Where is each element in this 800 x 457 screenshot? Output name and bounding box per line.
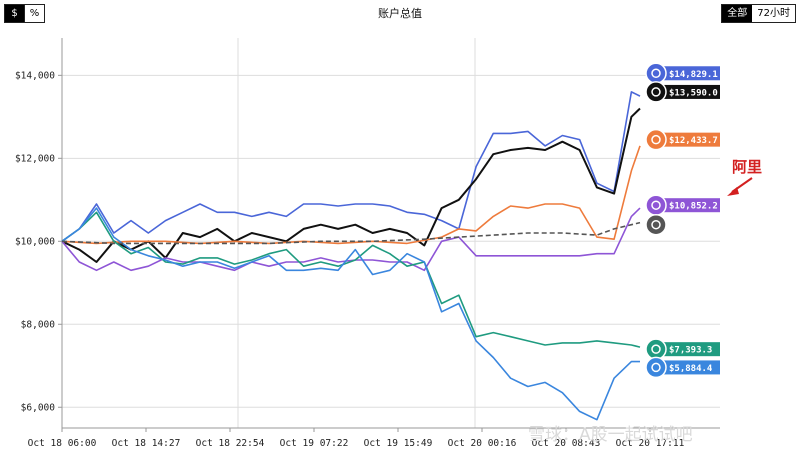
end-labels: $14,829.1 $13,590.0 $12,433.7 $10,852.2 $7,3… [645,62,720,379]
end-label-teal: $7,393.3 [669,346,712,356]
annotation-arrow-head [727,187,739,196]
end-label-black: $13,590.0 [669,88,718,98]
y-tick-label: $10,000 [15,236,55,247]
avatar-icon-btc [645,213,667,236]
x-tick-label: Oct 18 14:27 [112,438,181,449]
series-line-black [61,107,641,263]
series-line-btc [61,221,641,245]
x-tick-label: Oct 18 06:00 [28,438,97,449]
x-tick-label: Oct 20 00:16 [448,438,517,449]
avatar-glyph-btc [651,219,661,230]
x-tick-label: Oct 20 08:43 [532,438,601,449]
y-axis: $6,000 $8,000 $10,000 $12,000 $14,000 [15,38,63,428]
percent-toggle-button[interactable]: % [24,5,44,22]
unit-toggle[interactable]: $ % [4,4,45,23]
avatar-icon-black [645,81,667,103]
avatar-icon-skyblue [645,356,667,379]
y-tick-label: $14,000 [15,70,55,81]
end-label-skyblue: $5,884.4 [669,364,713,374]
avatar-icon-teal [645,338,667,360]
avatar-icon-blue [645,62,667,85]
end-label-purple: $10,852.2 [669,202,718,212]
series-line-orange [61,145,641,245]
avatar-glyph-black [651,87,661,97]
chart-title: 账户总值 [378,7,422,20]
end-label-orange: $12,433.7 [669,136,718,146]
avatar-glyph-purple [651,200,661,210]
y-tick-label: $12,000 [15,153,55,164]
avatar-icon-purple [645,194,667,216]
x-tick-label: Oct 18 22:54 [196,438,265,449]
grid-layer [62,38,720,428]
dollar-toggle-button[interactable]: $ [5,5,24,22]
end-label-bg-blue [656,66,720,81]
series-lines [61,91,641,421]
annotation-layer: 阿里 [727,158,762,196]
end-label-bg-purple [656,198,720,213]
range-72h-button[interactable]: 72小时 [752,5,795,22]
y-tick-label: $6,000 [21,402,56,413]
avatar-glyph-skyblue [651,362,661,373]
annotation-text: 阿里 [732,158,762,176]
y-tick-label: $8,000 [21,319,56,330]
end-label-blue: $14,829.1 [669,70,718,80]
series-line-skyblue [61,207,640,421]
x-tick-label: Oct 19 15:49 [364,438,433,449]
avatar-glyph-orange [651,134,661,145]
series-line-teal [61,211,641,348]
x-tick-label: Oct 20 17:11 [616,438,685,449]
end-label-bg-skyblue [656,360,720,375]
series-line-blue [61,91,641,242]
watermark: 雪球：A股一起试试吧 [528,425,693,445]
range-all-button[interactable]: 全部 [722,5,753,22]
x-tick-label: Oct 19 07:22 [280,438,349,449]
end-label-bg-teal [656,342,720,357]
end-label-bg-orange [656,132,720,147]
time-range-selector[interactable]: 全部 72小时 [721,4,796,23]
avatar-glyph-blue [651,68,661,79]
x-axis: Oct 18 06:00 Oct 18 14:27 Oct 18 22:54 Oct … [28,427,720,449]
end-label-bg-black [656,84,720,99]
avatar-icon-orange [645,128,667,151]
avatar-glyph-teal [651,344,661,354]
